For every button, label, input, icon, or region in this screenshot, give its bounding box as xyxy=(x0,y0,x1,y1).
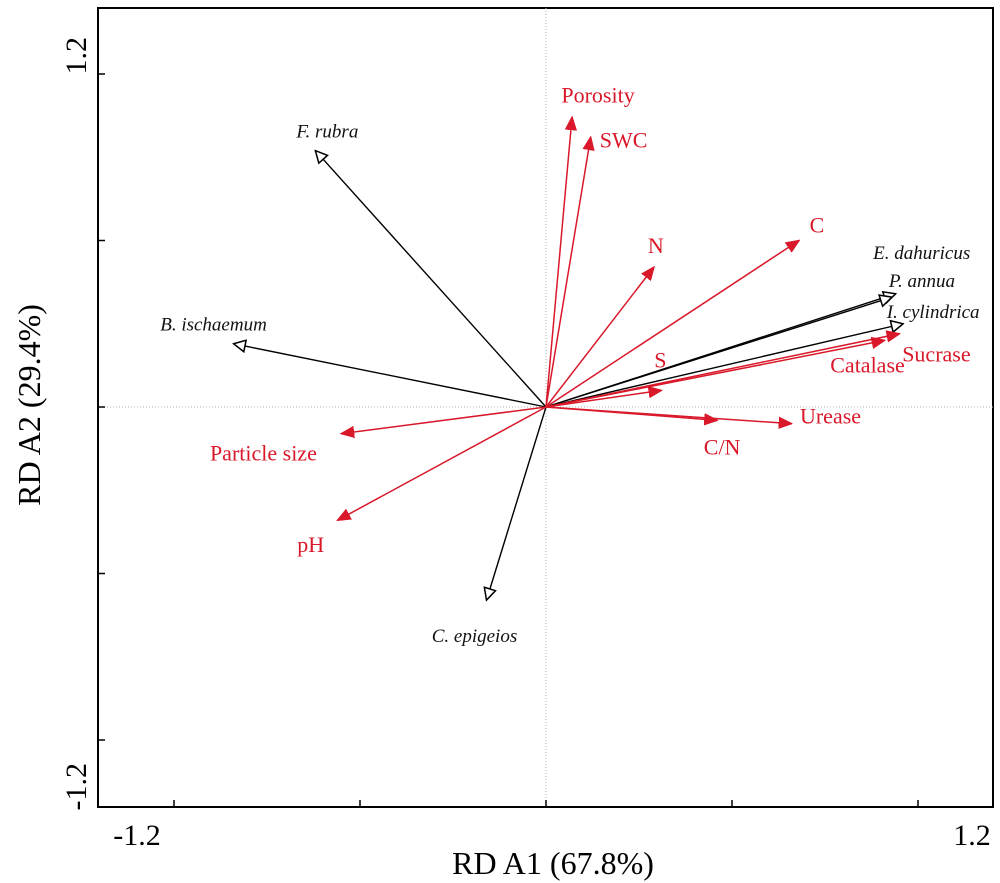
species-arrow-c-epigeios xyxy=(486,406,547,600)
y-tick-max: 1.2 xyxy=(60,37,93,75)
species-label-i-cylindrica: I. cylindrica xyxy=(886,302,980,323)
species-arrow-b-ischaemum xyxy=(234,344,547,408)
y-axis-title: RD A2 (29.4%) xyxy=(11,304,47,506)
env-label-s: S xyxy=(654,347,666,372)
env-arrow-particle-size xyxy=(341,406,547,434)
x-tick-min: -1.2 xyxy=(113,819,161,852)
env-label-urease: Urease xyxy=(800,404,861,429)
y-tick-min: -1.2 xyxy=(60,763,93,811)
env-arrow-sucrase xyxy=(545,334,899,408)
env-label-particle-size: Particle size xyxy=(210,441,317,466)
axis-ticks xyxy=(98,73,919,807)
env-label-catalase: Catalase xyxy=(830,352,905,377)
species-label-c-epigeios: C. epigeios xyxy=(432,626,518,647)
env-arrow-urease xyxy=(545,406,792,424)
env-label-swc: SWC xyxy=(600,127,648,152)
x-axis-title: RD A1 (67.8%) xyxy=(452,845,654,881)
env-label-n: N xyxy=(648,233,664,258)
species-label-b-ischaemum: B. ischaemum xyxy=(160,315,267,336)
species-label-f-rubra: F. rubra xyxy=(295,122,358,143)
env-label-c-n: C/N xyxy=(704,434,741,459)
x-tick-max: 1.2 xyxy=(953,819,991,852)
species-arrow-p-annua xyxy=(545,297,892,408)
species-arrow-f-rubra xyxy=(315,151,547,408)
env-label-c: C xyxy=(810,213,825,238)
species-label-p-annua: P. annua xyxy=(888,271,955,292)
env-label-sucrase: Sucrase xyxy=(902,342,970,367)
env-arrow-ph xyxy=(338,406,547,520)
env-label-ph: pH xyxy=(297,532,324,557)
species-arrow-i-cylindrica xyxy=(545,324,903,408)
env-label-porosity: Porosity xyxy=(561,82,634,107)
env-arrow-s xyxy=(545,390,661,408)
env-arrow-c xyxy=(545,241,799,408)
env-arrow-swc xyxy=(545,137,591,408)
species-arrows: F. rubra B. ischaemum C. epigeios E. dahuri… xyxy=(160,122,979,648)
species-label-e-dahuricus: E. dahuricus xyxy=(872,243,970,264)
env-arrow-n xyxy=(545,267,654,408)
env-arrow-porosity xyxy=(545,117,572,408)
